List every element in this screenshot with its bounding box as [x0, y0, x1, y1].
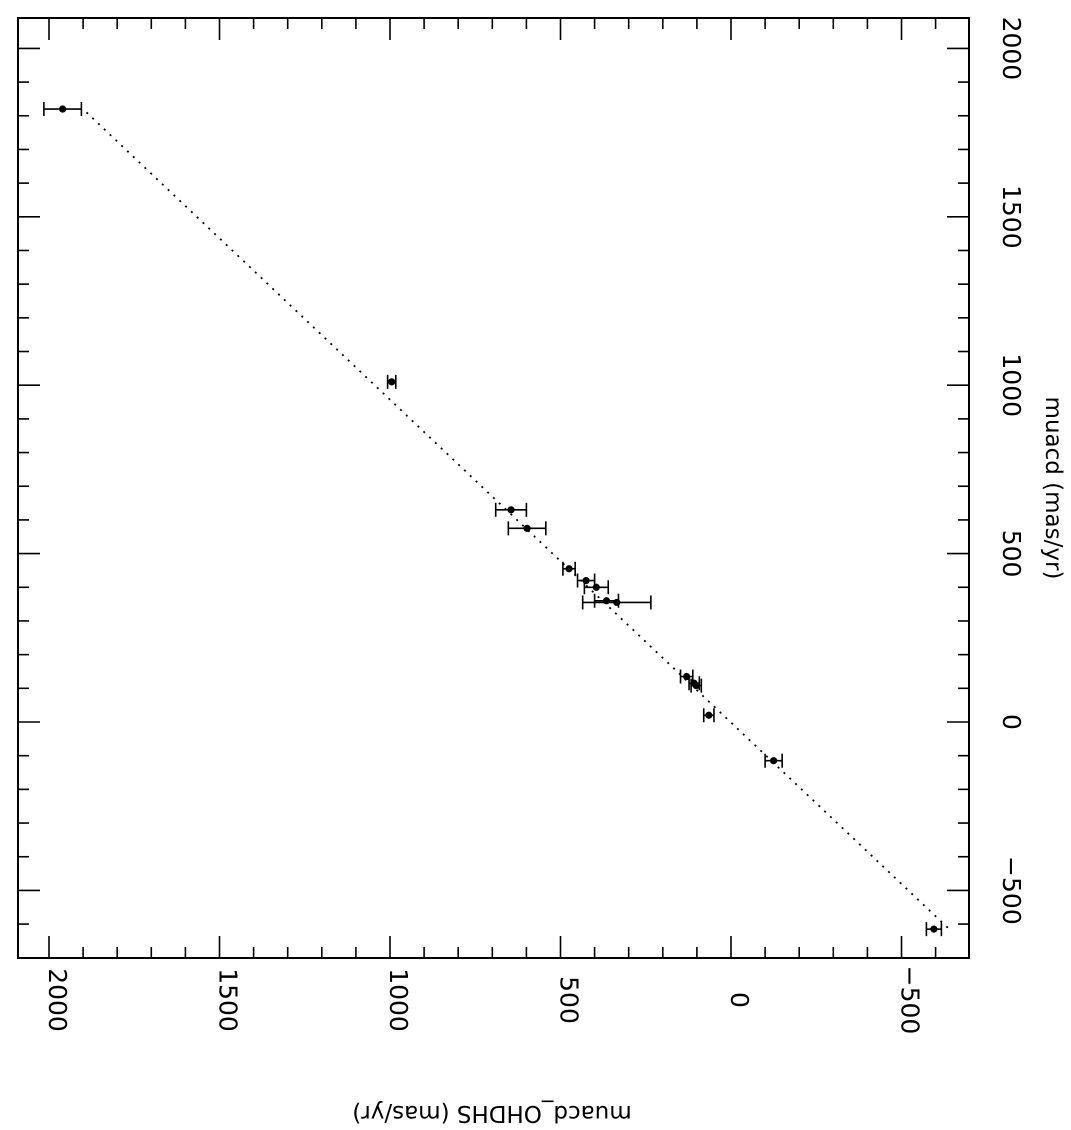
y-axis-label: muacd (mas/yr) [1040, 397, 1066, 580]
x-tick-label: 0 [725, 992, 754, 1008]
x-tick-label: 1000 [384, 968, 413, 1032]
y-tick-label: 500 [997, 530, 1026, 578]
x-tick-label: 1500 [214, 968, 243, 1032]
fit-line [85, 111, 950, 930]
data-point [582, 576, 590, 585]
x-axis-label: muacd_OHDHS (mas/yr) [352, 1100, 631, 1126]
data-point [592, 583, 600, 591]
data-point [692, 682, 700, 690]
plot-frame [17, 17, 970, 959]
data-point [770, 757, 778, 765]
tick-labels: 2000 1500 1000 500 0 −500 2000 1500 1000 500 0 −500 [43, 17, 1026, 1035]
data-point [705, 711, 713, 719]
x-tick-label: 2000 [43, 968, 72, 1032]
y-tick-label: 1500 [997, 185, 1026, 249]
y-tick-label: 2000 [997, 17, 1026, 81]
y-tick-label: 0 [997, 714, 1026, 730]
data-point [602, 597, 611, 605]
y-tick-label: −500 [997, 856, 1026, 925]
y-tick-label: 1000 [997, 353, 1026, 417]
data-point [388, 378, 396, 386]
data-point [59, 105, 67, 113]
x-tick-label: −500 [896, 966, 925, 1035]
x-tick-label: 500 [555, 976, 584, 1024]
ticks [18, 18, 969, 958]
data-points [43, 102, 943, 937]
data-point [930, 925, 938, 933]
data-point [523, 524, 531, 532]
data-point [507, 506, 515, 514]
data-point [613, 598, 621, 607]
data-point [565, 565, 573, 573]
